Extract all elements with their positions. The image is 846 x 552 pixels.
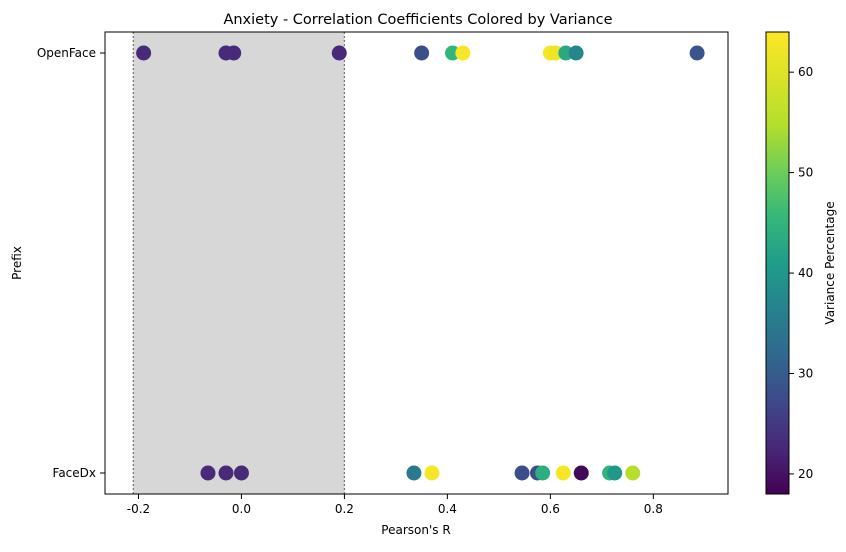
data-point bbox=[514, 465, 530, 481]
colorbar-tick-label: 30 bbox=[798, 366, 813, 380]
colorbar: 20 30 40 50 60 Variance Percentage bbox=[765, 31, 837, 495]
x-tick-label: 0.0 bbox=[232, 502, 251, 516]
data-point bbox=[331, 45, 347, 61]
data-point bbox=[625, 465, 641, 481]
data-point bbox=[406, 465, 422, 481]
x-tick-label: 0.6 bbox=[541, 502, 560, 516]
data-point bbox=[535, 465, 551, 481]
shaded-region bbox=[133, 32, 345, 494]
plot-frame bbox=[104, 31, 729, 495]
colorbar-tick-label: 20 bbox=[798, 467, 813, 481]
data-point bbox=[226, 45, 242, 61]
colorbar-tick-label: 40 bbox=[798, 266, 813, 280]
data-point bbox=[607, 465, 623, 481]
y-axis: OpenFace FaceDx bbox=[37, 46, 105, 480]
colorbar-label: Variance Percentage bbox=[823, 201, 837, 324]
x-tick-label: -0.2 bbox=[127, 502, 150, 516]
x-tick-label: 0.8 bbox=[644, 502, 663, 516]
data-point bbox=[233, 465, 249, 481]
x-axis-label: Pearson's R bbox=[381, 523, 450, 537]
colorbar-ticks: 20 30 40 50 60 bbox=[789, 65, 813, 481]
colorbar-gradient bbox=[765, 31, 790, 495]
data-point bbox=[424, 465, 440, 481]
data-point bbox=[555, 465, 571, 481]
y-tick-label: OpenFace bbox=[37, 46, 96, 60]
colorbar-tick-label: 60 bbox=[798, 65, 813, 79]
data-point bbox=[455, 45, 471, 61]
data-point bbox=[136, 45, 152, 61]
data-point bbox=[689, 45, 705, 61]
chart-title: Anxiety - Correlation Coefficients Color… bbox=[223, 12, 612, 28]
data-point bbox=[218, 465, 234, 481]
points-layer bbox=[136, 45, 705, 481]
x-tick-label: 0.4 bbox=[438, 502, 457, 516]
y-axis-label: Prefix bbox=[10, 246, 24, 280]
data-point bbox=[414, 45, 430, 61]
data-point bbox=[445, 45, 461, 61]
colorbar-tick-label: 50 bbox=[798, 166, 813, 180]
data-point bbox=[200, 465, 216, 481]
x-tick-label: 0.2 bbox=[335, 502, 354, 516]
x-axis: -0.2 0.0 0.2 0.4 0.6 0.8 bbox=[127, 494, 663, 516]
y-tick-label: FaceDx bbox=[53, 466, 96, 480]
data-point bbox=[568, 45, 584, 61]
data-point bbox=[558, 45, 574, 61]
plot-area bbox=[104, 31, 729, 495]
data-point bbox=[548, 45, 564, 61]
data-point bbox=[573, 465, 589, 481]
